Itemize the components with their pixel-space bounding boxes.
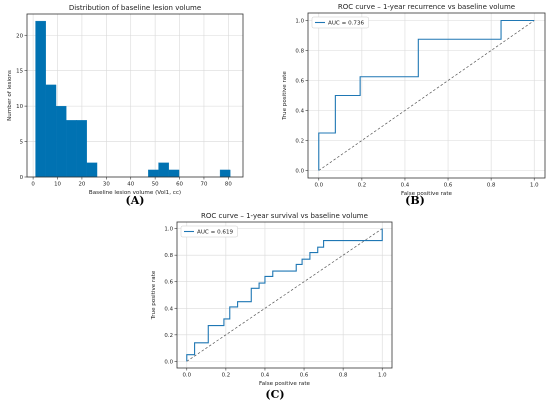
legend-box <box>180 225 238 238</box>
histogram-bar <box>158 162 169 178</box>
plot-frame <box>176 221 393 369</box>
y-axis-label: True positive rate <box>151 270 157 320</box>
x-tick-label: 0.6 <box>444 183 453 189</box>
y-tick-label: 0.6 <box>164 280 173 286</box>
x-tick-label: 1.0 <box>530 183 539 189</box>
chance-line <box>186 228 383 362</box>
y-tick-label: 0 <box>20 175 24 181</box>
y-tick-label: 0.6 <box>295 79 304 85</box>
panel-c-caption: (C) <box>265 388 284 401</box>
x-tick-label: 0.8 <box>487 183 496 189</box>
chart-title: ROC curve – 1-year survival vs baseline … <box>201 212 368 220</box>
y-tick-label: 15 <box>16 69 23 75</box>
y-tick-label: 0.4 <box>295 109 304 115</box>
chart-title: ROC curve – 1-year recurrence vs baselin… <box>338 3 515 11</box>
y-tick-label: 10 <box>16 104 23 110</box>
x-tick-label: 80 <box>225 182 232 188</box>
histogram-bar <box>35 20 46 178</box>
x-tick-label: 0.4 <box>401 183 410 189</box>
y-tick-label: 5 <box>20 140 23 146</box>
x-axis-label: False positive rate <box>259 381 310 387</box>
histogram-bar <box>219 169 231 178</box>
x-axis-label: Baseline lesion volume (Vol1, cc) <box>89 190 181 196</box>
y-tick-label: 0.2 <box>295 139 304 145</box>
x-tick-label: 0.8 <box>339 373 348 379</box>
panel-c-roc-survival: 0.0 0.2 0.4 0.6 0.8 1.0 0.0 0.2 0.4 0.6 0.8 1.0 ROC … <box>151 212 393 387</box>
histogram-bar <box>66 120 77 178</box>
x-tick-label: 0 <box>31 182 35 188</box>
y-axis-label: True positive rate <box>282 71 288 121</box>
histogram-bar <box>76 120 87 178</box>
x-tick-label: 50 <box>152 182 159 188</box>
x-tick-label: 0.0 <box>182 373 191 379</box>
y-axis-label: Number of lesions <box>7 70 13 121</box>
histogram-bar <box>55 105 67 178</box>
y-tick-label: 0.0 <box>164 359 173 365</box>
x-tick-label: 20 <box>78 182 85 188</box>
x-tick-label: 0.6 <box>300 373 309 379</box>
plot-frame <box>26 13 244 178</box>
y-tick-label: 1.0 <box>164 227 173 233</box>
x-axis-label: False positive rate <box>401 191 452 197</box>
roc-curve <box>186 228 383 362</box>
x-tick-label: 0.0 <box>314 183 323 189</box>
histogram-bar <box>86 162 98 178</box>
x-tick-label: 70 <box>201 182 208 188</box>
roc-curve <box>318 19 535 171</box>
y-tick-label: 0.0 <box>295 169 304 175</box>
x-tick-label: 0.4 <box>261 373 270 379</box>
chart-title: Distribution of baseline lesion volume <box>69 4 201 12</box>
x-tick-label: 0.2 <box>358 183 367 189</box>
y-tick-label: 0.4 <box>164 306 173 312</box>
y-tick-label: 0.8 <box>295 49 304 55</box>
x-tick-label: 60 <box>176 182 183 188</box>
panel-b-roc-recurrence: 0.0 0.2 0.4 0.6 0.8 1.0 0.0 0.2 0.4 0.6 0.8 1.0 ROC … <box>282 3 546 197</box>
chance-line <box>318 20 535 171</box>
x-tick-label: 0.2 <box>222 373 231 379</box>
x-tick-label: 1.0 <box>378 373 387 379</box>
panel-a-caption: (A) <box>126 194 145 207</box>
x-tick-label: 10 <box>54 182 61 188</box>
x-tick-label: 30 <box>103 182 110 188</box>
plot-frame <box>307 12 546 179</box>
panel-a-histogram: 0 10 20 30 40 50 60 70 80 0 5 10 15 20 Distribution of… <box>7 4 244 196</box>
legend-box <box>311 16 369 29</box>
x-tick-label: 40 <box>127 182 134 188</box>
legend-label: AUC = 0.619 <box>197 230 234 236</box>
histogram-bar <box>148 169 159 178</box>
histogram-bar <box>168 169 180 178</box>
y-tick-label: 1.0 <box>295 19 304 25</box>
y-tick-label: 0.2 <box>164 333 173 339</box>
legend-label: AUC = 0.736 <box>328 21 365 27</box>
histogram-bar <box>45 84 57 178</box>
panel-b-caption: (B) <box>405 194 425 207</box>
y-tick-label: 20 <box>16 33 23 39</box>
y-tick-label: 0.8 <box>164 253 173 259</box>
